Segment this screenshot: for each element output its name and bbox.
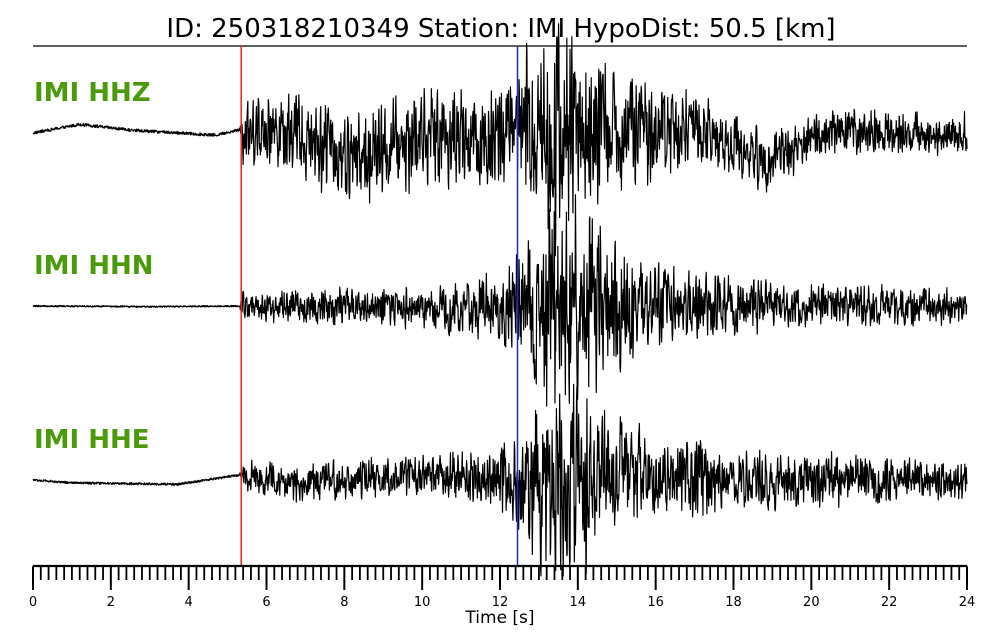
trace-labels-group: IMI HHZ IMI HHN IMI HHE xyxy=(34,78,154,455)
x-axis-tick-labels: 0 2 4 6 8 10 12 14 16 18 20 22 24 xyxy=(29,595,975,610)
waveform-trace-1 xyxy=(32,23,968,257)
chart-title: ID: 250318210349 Station: IMI HypoDist: … xyxy=(166,14,835,44)
traces-group xyxy=(32,23,968,577)
x-tick-label: 8 xyxy=(340,595,348,610)
x-tick-label: 24 xyxy=(959,595,976,610)
x-axis-ticks xyxy=(32,566,968,590)
x-tick-label: 14 xyxy=(570,595,587,610)
waveform-trace-3 xyxy=(32,383,968,577)
trace-label-1: IMI HHZ xyxy=(34,78,151,108)
x-tick-label: 2 xyxy=(107,595,115,610)
trace-label-3: IMI HHE xyxy=(34,425,150,455)
x-axis: 0 2 4 6 8 10 12 14 16 18 20 22 24 Time [s] xyxy=(29,564,975,628)
x-tick-label: 0 xyxy=(29,595,37,610)
x-tick-label: 6 xyxy=(262,595,270,610)
waveform-trace-2 xyxy=(32,194,968,407)
x-tick-label: 12 xyxy=(492,595,509,610)
x-tick-label: 10 xyxy=(414,595,431,610)
x-tick-label: 20 xyxy=(803,595,820,610)
x-axis-label: Time [s] xyxy=(464,608,534,628)
trace-label-2: IMI HHN xyxy=(34,251,154,281)
x-tick-label: 16 xyxy=(647,595,664,610)
x-tick-label: 22 xyxy=(881,595,898,610)
phase-picks-group xyxy=(240,46,519,566)
x-tick-label: 4 xyxy=(185,595,193,610)
x-tick-label: 18 xyxy=(725,595,742,610)
